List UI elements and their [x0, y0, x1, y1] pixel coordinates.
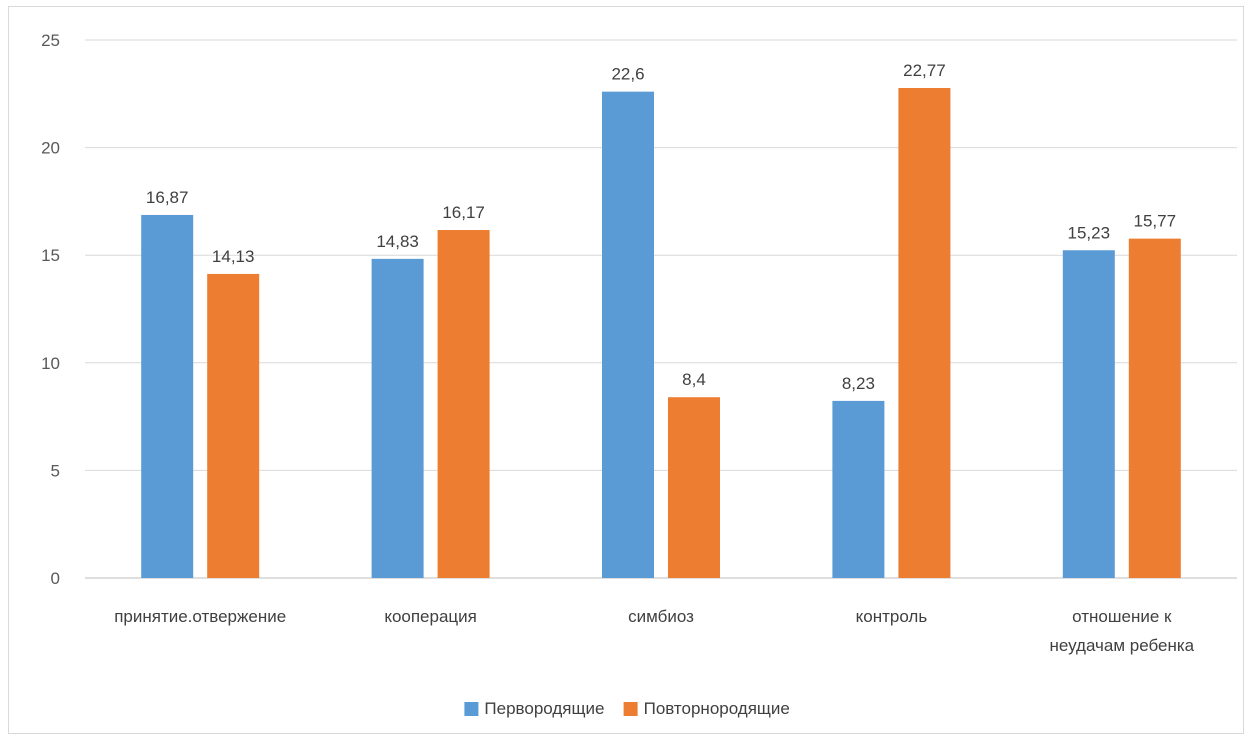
data-label: 8,4	[682, 370, 706, 389]
data-label: 14,13	[212, 247, 255, 266]
y-tick-label: 25	[41, 31, 60, 50]
bar	[832, 400, 885, 578]
y-tick-label: 0	[51, 569, 60, 588]
data-label: 16,87	[146, 188, 189, 207]
bar	[668, 397, 720, 578]
x-tick-label: контроль	[856, 607, 928, 626]
data-label: 16,17	[442, 203, 485, 222]
bar	[898, 87, 951, 579]
data-label: 15,23	[1068, 223, 1111, 242]
x-tick-label: неудачам ребенка	[1049, 636, 1194, 655]
data-label: 14,83	[376, 232, 419, 251]
data-label: 22,77	[903, 61, 946, 80]
y-tick-label: 15	[41, 246, 60, 265]
x-tick-label: отношение к	[1072, 607, 1172, 626]
x-tick-label: принятие.отвержение	[114, 607, 286, 626]
bar	[207, 273, 260, 578]
bar	[371, 258, 424, 578]
y-tick-label: 20	[41, 139, 60, 158]
x-tick-label: кооперация	[384, 607, 477, 626]
bar	[141, 214, 194, 579]
legend-label: Первородящие	[484, 699, 604, 718]
y-tick-label: 5	[51, 461, 60, 480]
data-label: 15,77	[1134, 212, 1177, 231]
legend-swatch	[623, 702, 638, 716]
bar	[1128, 238, 1181, 579]
bar	[602, 91, 654, 578]
y-tick-label: 10	[41, 354, 60, 373]
x-tick-label: симбиоз	[628, 607, 694, 626]
data-label: 8,23	[842, 374, 875, 393]
legend-swatch	[464, 702, 479, 716]
bar	[437, 230, 490, 578]
bar	[1062, 250, 1115, 578]
data-label: 22,6	[611, 65, 644, 84]
legend-label: Повторнородящие	[644, 699, 790, 718]
